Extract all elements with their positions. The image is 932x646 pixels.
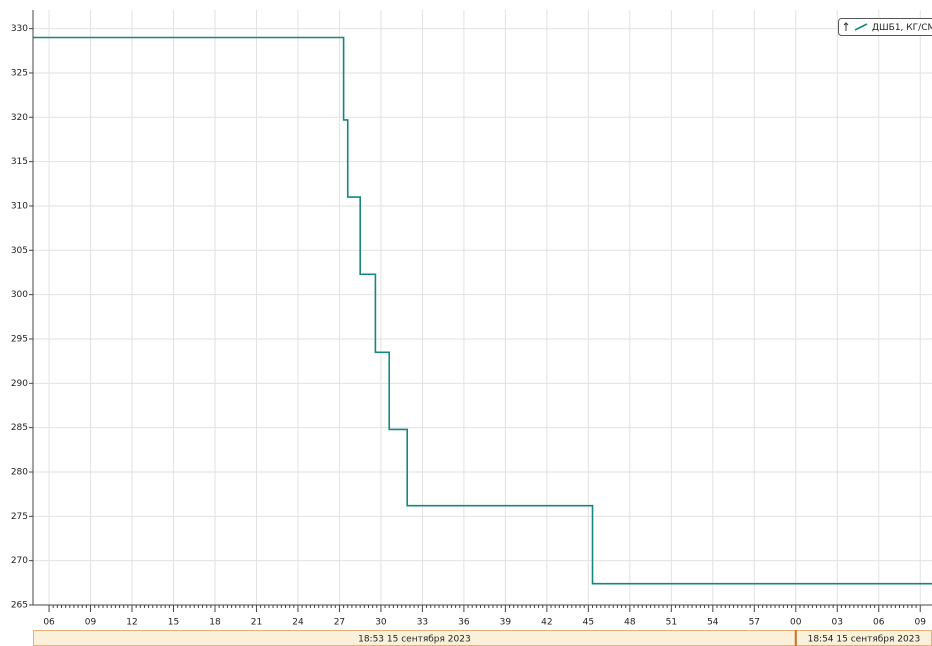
y-tick-label: 325 [11, 68, 28, 78]
x-tick-label: 21 [251, 618, 262, 628]
legend: ДШБ1, КГ/СМ2 [838, 18, 932, 36]
x-tick-label: 09 [85, 618, 97, 628]
y-tick-label: 305 [11, 246, 28, 256]
x-tick-label: 39 [500, 618, 512, 628]
y-tick-label: 295 [11, 334, 28, 344]
x-tick-label: 24 [292, 618, 304, 628]
y-tick-label: 265 [11, 601, 28, 611]
time-band-label: 18:54 15 сентября 2023 [808, 635, 921, 645]
y-tick-label: 330 [11, 24, 28, 34]
legend-label: ДШБ1, КГ/СМ2 [872, 23, 932, 33]
legend-sort-icon [843, 22, 849, 31]
x-tick-label: 33 [417, 618, 428, 628]
x-tick-label: 12 [126, 618, 137, 628]
x-tick-label: 18 [209, 618, 221, 628]
y-tick-label: 320 [11, 113, 28, 123]
x-tick-label: 00 [790, 618, 802, 628]
y-tick-label: 300 [11, 290, 28, 300]
y-tick-label: 285 [11, 423, 28, 433]
x-tick-label: 57 [749, 618, 760, 628]
data-line [33, 36, 932, 585]
y-tick-label: 280 [11, 467, 28, 477]
x-tick-label: 45 [583, 618, 594, 628]
x-tick-label: 36 [458, 618, 470, 628]
legend-box [838, 18, 932, 36]
x-tick-label: 15 [168, 618, 179, 628]
y-tick-label: 315 [11, 157, 28, 167]
x-tick-label: 42 [541, 618, 552, 628]
x-tick-label: 27 [334, 618, 345, 628]
x-tick-label: 06 [873, 618, 885, 628]
legend-swatch [854, 23, 868, 31]
x-tick-label: 54 [707, 618, 719, 628]
x-tick-label: 09 [915, 618, 927, 628]
x-tick-label: 30 [375, 618, 387, 628]
x-tick-label: 06 [43, 618, 55, 628]
time-band-label: 18:53 15 сентября 2023 [358, 635, 471, 645]
y-tick-label: 270 [11, 556, 28, 566]
y-tick-label: 290 [11, 379, 28, 389]
x-tick-label: 03 [832, 618, 843, 628]
y-tick-label: 275 [11, 512, 28, 522]
y-tick-label: 310 [11, 201, 28, 211]
x-tick-label: 51 [666, 618, 677, 628]
x-tick-label: 48 [624, 618, 636, 628]
